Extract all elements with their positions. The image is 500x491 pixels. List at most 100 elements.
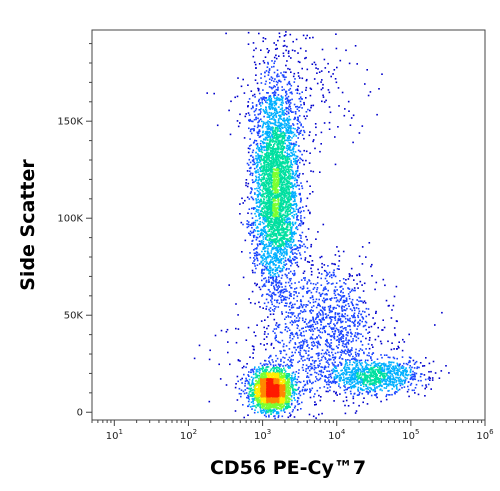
event-dot [267,235,269,238]
event-dot [271,297,273,300]
event-dot [258,179,260,181]
event-dot [303,149,305,152]
event-dot [255,202,258,204]
event-dot [323,306,326,309]
event-dot [352,355,354,358]
event-dot [392,385,395,388]
event-dot [292,147,294,150]
event-dot [279,144,282,146]
event-dot [255,157,257,160]
event-dot [238,392,241,395]
event-dot [351,315,353,317]
event-dot [294,303,296,306]
event-dot [293,297,295,300]
event-dot [269,355,271,358]
event-dot [260,180,262,182]
event-dot [250,376,253,378]
event-dot [251,197,254,200]
event-dot [340,377,342,380]
event-dot [271,256,274,259]
event-dot [252,222,255,225]
event-dot [396,320,398,323]
event-dot [260,272,263,274]
event-dot [343,301,346,303]
event-dot [306,68,309,71]
event-dot [275,128,277,131]
event-dot [265,298,268,301]
event-dot [267,61,269,64]
event-dot [272,253,275,255]
event-dot [341,351,343,354]
event-dot [274,252,276,254]
event-dot [265,348,267,351]
event-dot [254,96,256,98]
event-dot [317,302,320,305]
event-dot [290,307,293,309]
event-dot [345,329,347,331]
event-dot [264,250,267,253]
event-dot [387,368,389,371]
event-dot [273,287,276,289]
event-dot [254,114,256,116]
event-dot [281,107,284,109]
event-dot [382,363,385,366]
event-dot [297,249,300,252]
event-dot [254,188,256,190]
event-dot [280,358,282,361]
event-dot [394,365,397,367]
event-dot [262,89,264,91]
event-dot [275,283,277,286]
event-dot [266,261,268,263]
event-dot [257,117,259,120]
event-dot [292,157,295,160]
event-dot [301,107,303,109]
event-dot [359,359,361,362]
event-dot [304,320,306,323]
event-dot [291,92,293,95]
event-dot [319,171,321,173]
event-dot [367,386,369,388]
event-dot [273,109,276,112]
event-dot [282,149,285,151]
event-dot [278,240,281,242]
event-dot [285,244,287,246]
event-dot [256,187,258,190]
event-dot [330,377,333,379]
event-dot [330,299,332,301]
event-dot [282,52,285,55]
event-dot [285,250,288,252]
event-dot [299,161,301,164]
event-dot [310,373,313,376]
event-dot [310,330,312,332]
event-dot [267,74,270,76]
event-dot [266,136,268,138]
event-dot [298,77,301,79]
event-dot [325,99,327,102]
event-dot [269,269,272,272]
event-dot [308,359,310,362]
event-dot [292,203,295,206]
event-dot [265,363,267,365]
event-dot [237,359,240,361]
event-dot [282,255,285,258]
event-dot [280,103,283,106]
event-dot [333,292,336,295]
event-dot [365,337,367,340]
event-dot [357,370,360,372]
event-dot [262,141,264,143]
event-dot [271,133,273,136]
event-dot [293,153,295,155]
event-dot [352,381,354,383]
event-dot [351,275,353,277]
event-dot [367,94,370,97]
event-dot [360,340,362,343]
event-dot [301,98,303,100]
event-dot [296,163,298,165]
event-dot [304,279,306,281]
event-dot [423,374,426,376]
event-dot [298,184,300,187]
event-dot [284,248,287,250]
event-dot [356,364,359,367]
event-dot [284,161,287,164]
event-dot [327,314,330,317]
